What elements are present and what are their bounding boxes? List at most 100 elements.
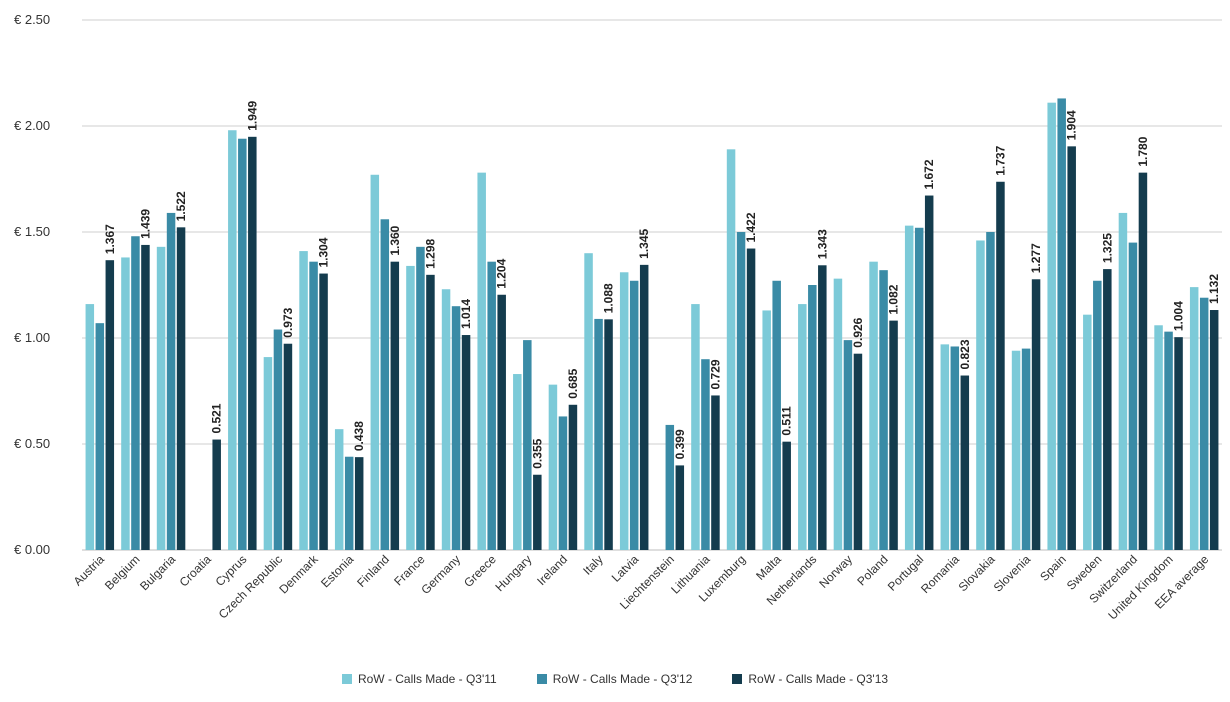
data-label: 1.345 xyxy=(637,229,651,259)
bar xyxy=(212,439,221,550)
bar xyxy=(1011,350,1021,550)
data-label: 1.088 xyxy=(602,283,616,313)
x-tick-label: Norway xyxy=(816,552,855,591)
data-label: 1.949 xyxy=(245,100,259,130)
x-tick-label: Slovakia xyxy=(956,552,998,594)
bar xyxy=(1118,212,1128,551)
y-tick-label: € 2.00 xyxy=(14,118,50,133)
x-tick-label: Germany xyxy=(418,552,463,597)
bar xyxy=(416,246,425,550)
bar xyxy=(808,285,817,550)
bar xyxy=(141,244,150,550)
data-label: 1.672 xyxy=(922,159,936,189)
bar xyxy=(441,289,451,550)
bar xyxy=(1189,287,1199,550)
x-axis-labels: AustriaBelgiumBulgariaCroatiaCyprusCzech… xyxy=(71,552,1212,623)
bar xyxy=(843,340,853,550)
data-label: 1.780 xyxy=(1136,136,1150,166)
x-tick-label: Bulgaria xyxy=(137,552,178,593)
bar xyxy=(131,236,140,551)
data-label: 0.823 xyxy=(958,339,972,369)
data-label: 1.522 xyxy=(174,191,188,221)
bar xyxy=(726,149,736,550)
bar xyxy=(1031,279,1041,550)
data-label: 1.325 xyxy=(1100,233,1114,263)
bar xyxy=(629,280,639,550)
bar xyxy=(523,340,532,550)
x-tick-label: Hungary xyxy=(492,552,534,594)
bar xyxy=(497,294,506,550)
bar xyxy=(1174,337,1183,550)
data-label: 1.343 xyxy=(815,229,829,259)
legend-item: RoW - Calls Made - Q3'12 xyxy=(536,672,692,686)
bar xyxy=(691,304,700,550)
bar xyxy=(869,261,878,550)
bar xyxy=(940,344,950,550)
bar xyxy=(354,457,364,550)
data-label: 0.438 xyxy=(352,421,366,451)
bar xyxy=(1057,98,1066,550)
bar xyxy=(772,280,781,550)
bar xyxy=(924,195,934,550)
bar xyxy=(879,270,888,550)
data-label: 1.422 xyxy=(744,212,758,242)
bar xyxy=(228,130,237,551)
legend-item: RoW - Calls Made - Q3'13 xyxy=(732,672,888,686)
bar xyxy=(166,212,176,551)
bar xyxy=(1021,348,1031,550)
x-tick-label: Slovenia xyxy=(991,552,1034,595)
y-tick-label: € 0.00 xyxy=(14,542,50,557)
bar xyxy=(960,375,970,550)
data-label: 1.298 xyxy=(423,238,437,268)
bar xyxy=(380,219,390,550)
bar xyxy=(782,441,791,550)
x-tick-label: Latvia xyxy=(609,552,642,585)
bar xyxy=(121,257,130,550)
data-label: 0.926 xyxy=(851,317,865,347)
bar xyxy=(762,310,771,550)
data-label: 0.685 xyxy=(566,368,580,398)
bar xyxy=(584,253,593,550)
bar xyxy=(95,323,105,550)
data-label: 1.360 xyxy=(388,225,402,255)
bar xyxy=(675,465,685,550)
data-label: 1.132 xyxy=(1207,274,1221,304)
legend-swatch xyxy=(341,674,352,684)
bar xyxy=(390,261,400,550)
data-label: 1.439 xyxy=(138,209,152,239)
bar xyxy=(548,384,558,550)
y-tick-label: € 1.50 xyxy=(14,224,50,239)
data-label: 1.004 xyxy=(1172,301,1186,331)
legend: RoW - Calls Made - Q3'11 RoW - Calls Made… xyxy=(0,672,1230,686)
legend-label: RoW - Calls Made - Q3'11 xyxy=(357,672,497,686)
bar xyxy=(818,265,827,550)
y-tick-label: € 0.50 xyxy=(14,436,50,451)
bar xyxy=(273,329,283,550)
x-tick-label: Croatia xyxy=(177,552,214,589)
data-label: 1.367 xyxy=(103,224,117,254)
bar xyxy=(451,306,461,550)
bar xyxy=(798,304,807,550)
bar xyxy=(736,232,746,550)
y-tick-label: € 2.50 xyxy=(14,12,50,27)
bar xyxy=(309,261,318,550)
bar xyxy=(833,278,843,550)
legend-swatch xyxy=(732,674,743,684)
x-tick-label: Romania xyxy=(918,552,962,596)
bar xyxy=(665,424,675,550)
bar xyxy=(461,335,471,550)
bar xyxy=(639,264,649,550)
legend-item: RoW - Calls Made - Q3'11 xyxy=(341,672,497,686)
x-tick-label: Finland xyxy=(354,552,392,590)
legend-swatch xyxy=(536,674,547,684)
bar xyxy=(558,416,568,550)
data-label: 1.304 xyxy=(317,237,331,267)
bar xyxy=(746,248,756,550)
bar xyxy=(1103,269,1112,550)
bar xyxy=(568,404,578,550)
bar xyxy=(426,274,435,550)
bar xyxy=(950,346,960,550)
bar xyxy=(263,357,273,550)
bar xyxy=(344,456,354,550)
